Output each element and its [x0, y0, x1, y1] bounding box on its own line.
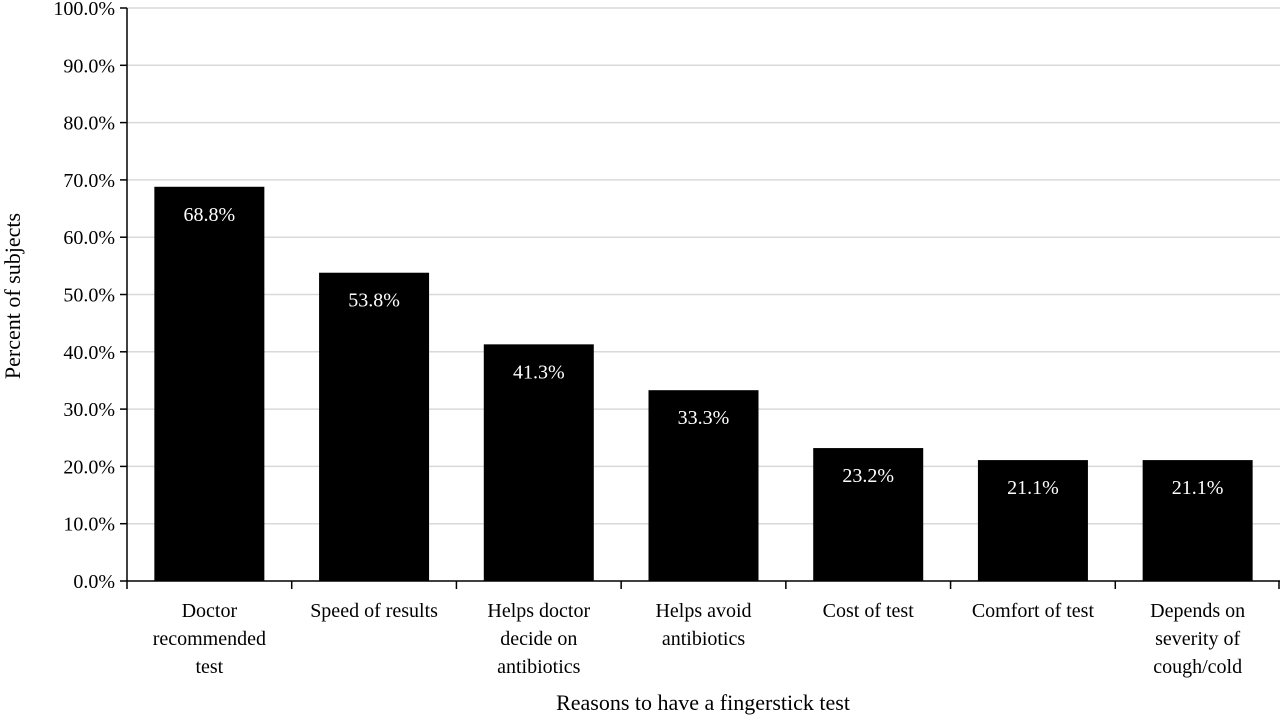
y-tick-label: 40.0%	[63, 342, 115, 364]
labels: 0.0% 10.0% 20.0% 30.0% 40.0% 50.0% 60.0% 70.0% 8…	[53, 0, 1245, 678]
x-tick-label-line: cough/cold	[1153, 656, 1242, 678]
x-tick-label-line: Helps avoid	[655, 600, 751, 622]
data-label: 41.3%	[513, 361, 565, 383]
x-tick-label: Speed of results	[310, 600, 438, 622]
x-tick-label: Cost of test	[823, 600, 915, 622]
y-tick-label: 30.0%	[63, 399, 115, 421]
y-tick-label: 50.0%	[63, 285, 115, 307]
bar	[319, 272, 430, 581]
x-tick-label-line: Helps doctor	[487, 600, 590, 622]
bar	[483, 344, 594, 581]
data-label: 21.1%	[1007, 477, 1059, 499]
y-tick-label: 90.0%	[63, 55, 115, 77]
x-tick-label: Helps doctor decide on antibiotics	[487, 600, 590, 678]
bars	[154, 186, 1253, 581]
x-tick-label-line: antibiotics	[497, 656, 581, 678]
data-label: 33.3%	[678, 407, 730, 429]
data-label: 53.8%	[348, 290, 400, 312]
x-tick-label: Comfort of test	[972, 600, 1095, 622]
x-tick-label-line: test	[195, 656, 223, 678]
y-tick-label: 100.0%	[53, 0, 115, 20]
data-label: 21.1%	[1172, 477, 1224, 499]
axes	[120, 7, 1280, 589]
y-tick-label: 10.0%	[63, 514, 115, 536]
x-tick-label: Doctor recommended test	[153, 600, 266, 678]
x-tick-label: Helps avoid antibiotics	[655, 600, 751, 650]
y-tick-label: 20.0%	[63, 456, 115, 478]
y-axis-title: Percent of subjects	[0, 213, 25, 379]
bar	[648, 390, 759, 581]
y-tick-label: 80.0%	[63, 113, 115, 135]
x-tick-label-line: Doctor	[182, 600, 238, 622]
bar	[1142, 460, 1253, 581]
y-tick-label: 0.0%	[73, 571, 115, 593]
x-tick-label-line: Cost of test	[823, 600, 915, 622]
x-tick-label-line: Depends on	[1150, 600, 1245, 622]
data-label: 23.2%	[842, 465, 894, 487]
y-tick-label: 70.0%	[63, 170, 115, 192]
y-tick-label: 60.0%	[63, 227, 115, 249]
x-axis-title: Reasons to have a fingerstick test	[556, 690, 850, 715]
x-tick-label-line: Comfort of test	[972, 600, 1095, 622]
data-label: 68.8%	[184, 204, 236, 226]
x-tick-label: Depends on severity of cough/cold	[1150, 600, 1245, 678]
bar	[977, 460, 1088, 581]
x-tick-label-line: severity of	[1155, 628, 1240, 650]
bar	[813, 448, 924, 581]
bar	[154, 186, 265, 581]
x-tick-label-line: Speed of results	[310, 600, 438, 622]
x-tick-label-line: decide on	[500, 628, 577, 650]
x-tick-label-line: antibiotics	[662, 628, 746, 650]
x-tick-label-line: recommended	[153, 628, 266, 650]
